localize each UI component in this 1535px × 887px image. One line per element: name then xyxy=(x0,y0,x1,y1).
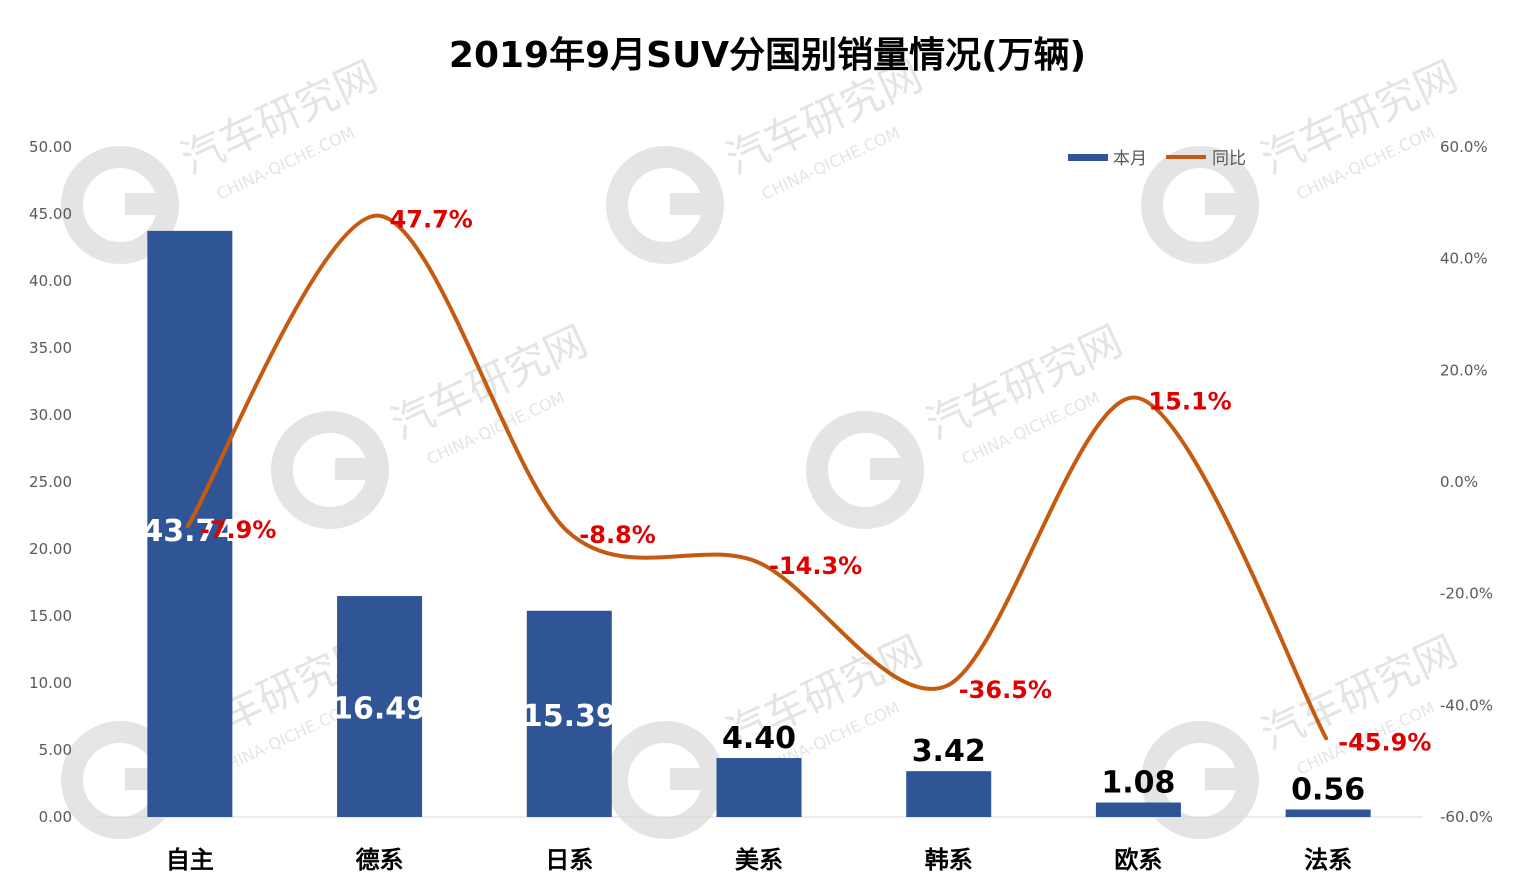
y-left-tick-label: 15.00 xyxy=(29,607,72,625)
y-left-tick-label: 40.00 xyxy=(29,272,72,290)
legend-line-label: 同比 xyxy=(1212,149,1246,169)
watermark-logo-icon xyxy=(606,721,724,839)
watermark-logo-icon xyxy=(806,411,924,529)
y-right-tick-label: 0.0% xyxy=(1440,473,1478,491)
bar xyxy=(716,758,802,817)
watermark-logo-icon xyxy=(335,458,385,480)
watermark-logo-icon xyxy=(61,146,179,264)
yoy-point xyxy=(186,525,189,528)
watermark-logo-icon xyxy=(670,768,720,790)
yoy-point xyxy=(1325,737,1328,740)
x-tick-label: 自主 xyxy=(166,846,214,874)
bar-value-label: 0.56 xyxy=(1291,772,1365,807)
y-right-tick-label: -60.0% xyxy=(1440,808,1493,826)
yoy-point xyxy=(756,560,758,563)
y-left-tick-label: 5.00 xyxy=(39,741,72,759)
data-labels: 43.74 16.49 15.39 4.40 3.42 1.08 0.56 -7.9% 47.7… xyxy=(142,206,1431,808)
bar-value-label: 1.08 xyxy=(1101,766,1175,801)
yoy-value-label: 47.7% xyxy=(390,206,473,234)
yoy-value-label: -36.5% xyxy=(959,676,1052,704)
watermark-logo-icon xyxy=(1205,768,1255,790)
watermark-logo-icon xyxy=(870,458,920,480)
legend: 本月 同比 xyxy=(1068,149,1246,169)
bar xyxy=(1095,802,1181,817)
watermark-logo-icon xyxy=(670,193,720,215)
y-left-tick-label: 45.00 xyxy=(29,205,72,223)
axes: 0.00 5.00 10.00 15.00 20.00 25.00 30.00 35.00 40… xyxy=(29,138,1493,874)
y-left-tick-label: 10.00 xyxy=(29,674,72,692)
bar xyxy=(1285,809,1371,817)
bar-value-label: 4.40 xyxy=(722,721,796,756)
y-right-tick-label: -40.0% xyxy=(1440,696,1493,714)
bar xyxy=(906,771,992,817)
bar-series xyxy=(147,230,1371,817)
watermark-logo-icon xyxy=(1205,193,1255,215)
yoy-point xyxy=(376,214,379,217)
yoy-value-label: -45.9% xyxy=(1338,728,1431,756)
y-left-tick-label: 0.00 xyxy=(39,808,72,826)
bar xyxy=(526,610,612,817)
y-right-tick-label: -20.0% xyxy=(1440,585,1493,603)
y-left-tick-label: 25.00 xyxy=(29,473,72,491)
y-right-tick-label: 20.0% xyxy=(1440,361,1488,379)
y-left-tick-label: 20.00 xyxy=(29,540,72,558)
yoy-point xyxy=(566,530,569,533)
x-tick-label: 德系 xyxy=(356,846,404,874)
watermark-logo-icon xyxy=(271,411,389,529)
x-tick-label: 美系 xyxy=(735,846,783,874)
bar xyxy=(337,596,423,817)
yoy-point xyxy=(945,684,948,687)
y-left-tick-label: 50.00 xyxy=(29,138,72,156)
bar-value-label: 16.49 xyxy=(332,692,427,727)
x-tick-label: 欧系 xyxy=(1114,846,1162,874)
yoy-value-label: -7.9% xyxy=(200,516,277,544)
x-tick-label: 日系 xyxy=(545,846,593,874)
bar-value-label: 15.39 xyxy=(522,699,617,734)
y-right-tick-label: 60.0% xyxy=(1440,138,1488,156)
chart-title: 2019年9月SUV分国别销量情况(万辆) xyxy=(448,35,1087,76)
yoy-value-label: -8.8% xyxy=(579,521,656,549)
legend-bar-label: 本月 xyxy=(1113,149,1147,169)
watermark-logo-icon xyxy=(606,146,724,264)
yoy-point xyxy=(1135,396,1138,399)
yoy-value-label: -14.3% xyxy=(769,552,862,580)
line-series xyxy=(185,213,1329,741)
y-left-tick-label: 30.00 xyxy=(29,406,72,424)
bar-value-label: 43.74 xyxy=(142,514,237,549)
bar-value-label: 3.42 xyxy=(912,734,986,769)
x-tick-label: 韩系 xyxy=(925,846,973,874)
legend-bar-swatch xyxy=(1068,154,1108,161)
y-left-tick-label: 35.00 xyxy=(29,339,72,357)
y-right-tick-label: 40.0% xyxy=(1440,250,1488,268)
watermark-logo-icon xyxy=(125,193,175,215)
watermark-logo-icon xyxy=(1141,721,1259,839)
yoy-value-label: 15.1% xyxy=(1148,388,1231,416)
x-tick-label: 法系 xyxy=(1304,846,1352,874)
